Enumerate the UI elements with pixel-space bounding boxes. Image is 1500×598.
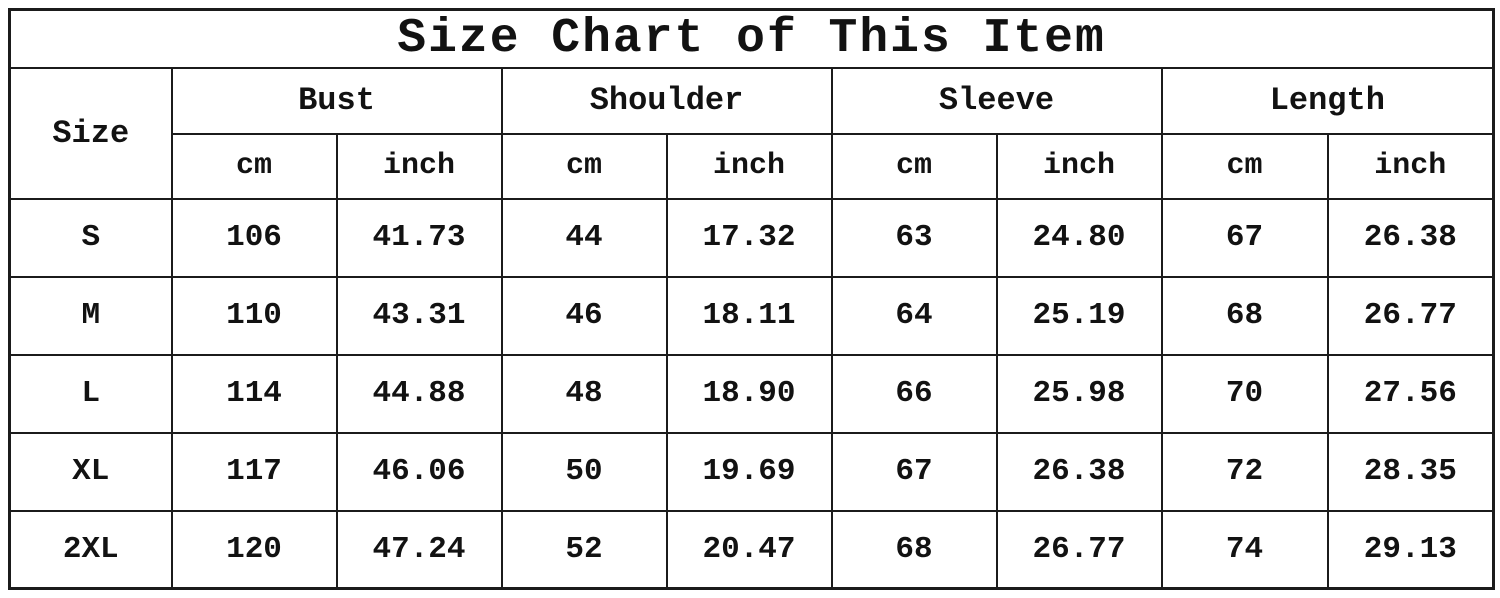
table-header: Size Chart of This Item Size Bust Shoulde… bbox=[8, 8, 1495, 200]
value-cell: 41.73 bbox=[335, 197, 503, 278]
value-cell: 67 bbox=[1160, 197, 1329, 278]
value-cell: 44 bbox=[500, 197, 668, 278]
table-row-xl: XL 117 46.06 50 19.69 67 26.38 72 28.35 bbox=[8, 431, 1495, 512]
title-row: Size Chart of This Item bbox=[8, 8, 1495, 69]
group-header-sleeve: Sleeve bbox=[830, 66, 1163, 135]
value-cell: 68 bbox=[830, 509, 998, 590]
value-cell: 46.06 bbox=[335, 431, 503, 512]
size-cell: 2XL bbox=[8, 509, 173, 590]
size-cell: M bbox=[8, 275, 173, 356]
size-cell: S bbox=[8, 197, 173, 278]
column-header-size: Size bbox=[8, 66, 173, 200]
size-chart-table: Size Chart of This Item Size Bust Shoulde… bbox=[8, 8, 1496, 590]
value-cell: 26.38 bbox=[1326, 197, 1495, 278]
value-cell: 26.77 bbox=[995, 509, 1163, 590]
value-cell: 18.11 bbox=[665, 275, 833, 356]
value-cell: 17.32 bbox=[665, 197, 833, 278]
value-cell: 19.69 bbox=[665, 431, 833, 512]
unit-header-row: cm inch cm inch cm inch cm inch bbox=[10, 132, 1495, 200]
group-header-bust: Bust bbox=[170, 66, 503, 135]
table-row-2xl: 2XL 120 47.24 52 20.47 68 26.77 74 29.13 bbox=[8, 509, 1495, 590]
value-cell: 67 bbox=[830, 431, 998, 512]
value-cell: 29.13 bbox=[1326, 509, 1495, 590]
value-cell: 120 bbox=[170, 509, 338, 590]
value-cell: 47.24 bbox=[335, 509, 503, 590]
unit-header-sleeve-cm: cm bbox=[830, 132, 998, 200]
value-cell: 106 bbox=[170, 197, 338, 278]
value-cell: 50 bbox=[500, 431, 668, 512]
unit-header-shoulder-inch: inch bbox=[665, 132, 833, 200]
value-cell: 72 bbox=[1160, 431, 1329, 512]
table-row-l: L 114 44.88 48 18.90 66 25.98 70 27.56 bbox=[8, 353, 1495, 434]
value-cell: 74 bbox=[1160, 509, 1329, 590]
unit-header-bust-cm: cm bbox=[170, 132, 338, 200]
value-cell: 25.19 bbox=[995, 275, 1163, 356]
unit-header-bust-inch: inch bbox=[335, 132, 503, 200]
value-cell: 20.47 bbox=[665, 509, 833, 590]
group-header-row: Size Bust Shoulder Sleeve Length bbox=[8, 66, 1495, 200]
table-body: S 106 41.73 44 17.32 63 24.80 67 26.38 M 110 43.31 4… bbox=[8, 197, 1495, 590]
table-row-s: S 106 41.73 44 17.32 63 24.80 67 26.38 bbox=[8, 197, 1495, 278]
size-cell: L bbox=[8, 353, 173, 434]
unit-header-length-inch: inch bbox=[1326, 132, 1495, 200]
value-cell: 63 bbox=[830, 197, 998, 278]
value-cell: 27.56 bbox=[1326, 353, 1495, 434]
value-cell: 18.90 bbox=[665, 353, 833, 434]
value-cell: 28.35 bbox=[1326, 431, 1495, 512]
value-cell: 26.77 bbox=[1326, 275, 1495, 356]
value-cell: 46 bbox=[500, 275, 668, 356]
value-cell: 68 bbox=[1160, 275, 1329, 356]
value-cell: 64 bbox=[830, 275, 998, 356]
value-cell: 110 bbox=[170, 275, 338, 356]
group-header-shoulder: Shoulder bbox=[500, 66, 833, 135]
value-cell: 26.38 bbox=[995, 431, 1163, 512]
value-cell: 70 bbox=[1160, 353, 1329, 434]
value-cell: 25.98 bbox=[995, 353, 1163, 434]
value-cell: 52 bbox=[500, 509, 668, 590]
value-cell: 43.31 bbox=[335, 275, 503, 356]
chart-title: Size Chart of This Item bbox=[8, 8, 1495, 69]
value-cell: 48 bbox=[500, 353, 668, 434]
unit-header-shoulder-cm: cm bbox=[500, 132, 668, 200]
unit-header-length-cm: cm bbox=[1160, 132, 1329, 200]
value-cell: 44.88 bbox=[335, 353, 503, 434]
group-header-length: Length bbox=[1160, 66, 1495, 135]
value-cell: 117 bbox=[170, 431, 338, 512]
value-cell: 24.80 bbox=[995, 197, 1163, 278]
size-cell: XL bbox=[8, 431, 173, 512]
value-cell: 66 bbox=[830, 353, 998, 434]
table-row-m: M 110 43.31 46 18.11 64 25.19 68 26.77 bbox=[8, 275, 1495, 356]
unit-header-sleeve-inch: inch bbox=[995, 132, 1163, 200]
value-cell: 114 bbox=[170, 353, 338, 434]
